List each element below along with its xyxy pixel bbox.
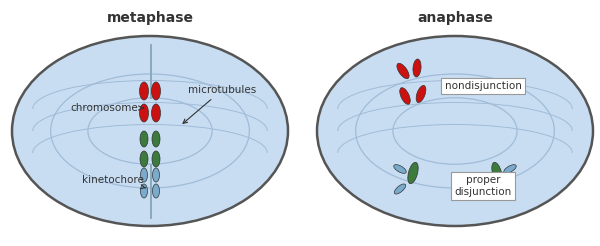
Ellipse shape <box>140 168 148 182</box>
Ellipse shape <box>400 88 410 104</box>
Ellipse shape <box>492 162 502 184</box>
Text: microtubules: microtubules <box>183 85 256 123</box>
Ellipse shape <box>394 165 406 173</box>
Ellipse shape <box>397 63 409 79</box>
Ellipse shape <box>416 85 426 103</box>
Ellipse shape <box>151 82 161 100</box>
Text: kinetochore: kinetochore <box>82 175 145 189</box>
Ellipse shape <box>413 59 421 77</box>
Ellipse shape <box>408 162 418 184</box>
Text: chromosome: chromosome <box>70 103 143 113</box>
Ellipse shape <box>317 36 593 226</box>
Ellipse shape <box>152 168 160 182</box>
Text: nondisjunction: nondisjunction <box>445 81 521 91</box>
Ellipse shape <box>151 104 161 122</box>
Text: anaphase: anaphase <box>417 11 493 25</box>
Ellipse shape <box>152 131 160 147</box>
Ellipse shape <box>140 131 148 147</box>
Ellipse shape <box>394 184 406 194</box>
Ellipse shape <box>139 82 149 100</box>
Ellipse shape <box>152 184 160 198</box>
Text: proper
disjunction: proper disjunction <box>454 175 512 197</box>
Text: metaphase: metaphase <box>107 11 193 25</box>
Ellipse shape <box>505 184 515 194</box>
Ellipse shape <box>139 104 149 122</box>
Ellipse shape <box>504 165 516 173</box>
Ellipse shape <box>152 151 160 167</box>
Ellipse shape <box>140 184 148 198</box>
Ellipse shape <box>12 36 288 226</box>
Ellipse shape <box>140 151 148 167</box>
